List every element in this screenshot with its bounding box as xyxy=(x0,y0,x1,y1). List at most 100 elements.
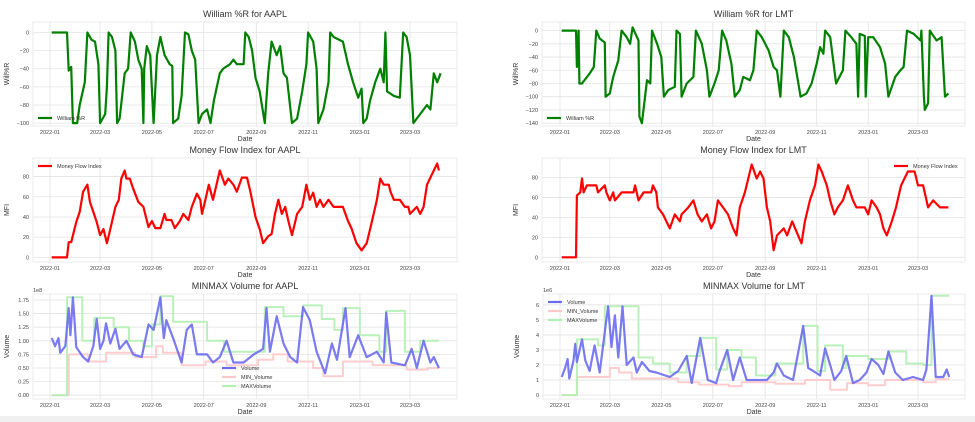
x-axis-label: Date xyxy=(747,409,762,416)
y-tick-label: −120 xyxy=(526,108,538,114)
y-tick-label: 40 xyxy=(23,215,29,221)
y-tick-label: −100 xyxy=(526,95,538,101)
y-tick-label: 4 xyxy=(536,333,539,339)
legend-label: MAXVolume xyxy=(567,318,597,324)
y-tick-label: 40 xyxy=(532,215,538,221)
y-tick-label: 0.25 xyxy=(18,380,29,386)
y-tick-label: 0.75 xyxy=(18,352,29,358)
window-bottom-edge xyxy=(0,416,975,422)
y-axis-label: Will%R xyxy=(513,63,520,86)
x-tick-label: 2022-09 xyxy=(246,130,266,136)
y-tick-label: −40 xyxy=(529,55,538,61)
series-line-money-flow-index xyxy=(51,162,440,259)
y-tick-label: 1 xyxy=(536,378,539,384)
x-tick-label: 2022-09 xyxy=(246,266,266,272)
y-tick-label: 80 xyxy=(532,175,538,181)
x-tick-label: 2022-01 xyxy=(550,266,570,272)
subplot: 2022-01 2022-03 2022-05 2022-07 2022-09 2022-… xyxy=(513,145,966,279)
legend-label: MIN_Volume xyxy=(567,309,599,315)
y-tick-label: −140 xyxy=(526,121,538,127)
series-line-william-r xyxy=(51,31,442,125)
y-tick-label: 1.50 xyxy=(18,312,29,318)
y-tick-label: 1.25 xyxy=(18,325,29,331)
x-tick-label: 2022-07 xyxy=(194,403,214,409)
x-tick-label: 2022-03 xyxy=(600,403,620,409)
legend-label: MIN_Volume xyxy=(241,375,273,381)
legend-label: Volume xyxy=(241,366,259,372)
x-tick-label: 2022-11 xyxy=(807,130,827,136)
legend-label: MAXVolume xyxy=(241,384,271,390)
y-axis-label: Volume xyxy=(514,335,521,358)
x-tick-label: 2022-01 xyxy=(40,266,60,272)
x-tick-label: 2022-09 xyxy=(755,266,775,272)
series-line-william-r xyxy=(561,26,950,125)
chart-title: Money Flow Index for LMT xyxy=(700,145,807,155)
y-tick-label: 0 xyxy=(26,31,29,37)
series-line-volume xyxy=(50,296,440,375)
series-line-maxvolume xyxy=(51,295,439,397)
series-line-volume xyxy=(560,294,951,385)
x-tick-label: 2023-01 xyxy=(350,266,370,272)
legend: Volume MIN_Volume MAXVolume xyxy=(222,366,273,390)
series-line-min-volume xyxy=(561,367,950,397)
legend-label: Money Flow Index xyxy=(913,164,958,170)
subplot: 2022-01 2022-03 2022-05 2022-07 2022-09 2022-… xyxy=(4,9,458,143)
x-tick-label: 2022-09 xyxy=(755,130,775,136)
series-line-maxvolume xyxy=(561,294,950,397)
x-axis-label: Date xyxy=(238,272,253,279)
subplot: 2022-01 2022-03 2022-05 2022-07 2022-09 2022-… xyxy=(4,145,458,279)
x-tick-label: 2022-07 xyxy=(194,266,214,272)
chart-title: William %R for LMT xyxy=(714,9,794,19)
y-tick-label: −80 xyxy=(20,103,29,109)
y-tick-label: −100 xyxy=(17,121,29,127)
y-tick-label: −60 xyxy=(529,68,538,74)
plot-area xyxy=(541,157,966,263)
x-tick-label: 2023-01 xyxy=(350,130,370,136)
y-axis-label: MFI xyxy=(513,204,520,216)
y-tick-label: 3 xyxy=(536,348,539,354)
y-tick-label: −20 xyxy=(20,49,29,55)
x-axis-label: Date xyxy=(238,136,253,143)
y-tick-label: 20 xyxy=(532,235,538,241)
x-tick-label: 2022-07 xyxy=(703,403,723,409)
y-axis-label: Will%R xyxy=(4,63,11,86)
x-tick-label: 2022-03 xyxy=(600,130,620,136)
x-tick-label: 2022-07 xyxy=(703,266,723,272)
x-tick-label: 2022-05 xyxy=(142,130,162,136)
x-tick-label: 2022-03 xyxy=(90,403,110,409)
x-tick-label: 2022-11 xyxy=(807,403,827,409)
x-tick-label: 2023-03 xyxy=(400,130,420,136)
x-tick-label: 2023-01 xyxy=(858,403,878,409)
y-tick-label: 0 xyxy=(535,255,538,261)
x-tick-label: 2023-01 xyxy=(350,403,370,409)
plot-area xyxy=(541,21,966,127)
legend: Money Flow Index xyxy=(894,164,958,170)
y-tick-label: −20 xyxy=(529,42,538,48)
x-tick-label: 2022-09 xyxy=(755,403,775,409)
x-tick-label: 2022-07 xyxy=(194,130,214,136)
x-tick-label: 2022-09 xyxy=(246,403,266,409)
x-tick-label: 2022-05 xyxy=(651,403,671,409)
y-axis-label: Volume xyxy=(4,335,11,358)
y-tick-label: 1.75 xyxy=(18,298,29,304)
series-line-min-volume xyxy=(51,345,439,397)
y-tick-label: 20 xyxy=(23,235,29,241)
x-tick-label: 2022-05 xyxy=(142,403,162,409)
y-tick-label: 6 xyxy=(536,303,539,309)
y-tick-label: −60 xyxy=(20,85,29,91)
y-tick-label: −40 xyxy=(20,67,29,73)
chart-title: William %R for AAPL xyxy=(203,9,287,19)
legend-label: William %R xyxy=(57,116,85,122)
x-tick-label: 2023-03 xyxy=(400,403,420,409)
y-tick-label: 0 xyxy=(535,29,538,35)
legend: Volume MIN_Volume MAXVolume xyxy=(548,300,599,324)
x-tick-label: 2022-01 xyxy=(550,130,570,136)
x-tick-label: 2022-01 xyxy=(40,130,60,136)
plot-area xyxy=(32,157,458,263)
x-tick-label: 2023-03 xyxy=(400,266,420,272)
x-tick-label: 2022-11 xyxy=(298,266,318,272)
y-tick-label: 0 xyxy=(536,393,539,399)
y-tick-label: 0.50 xyxy=(18,366,29,372)
y-tick-label: 60 xyxy=(23,195,29,201)
